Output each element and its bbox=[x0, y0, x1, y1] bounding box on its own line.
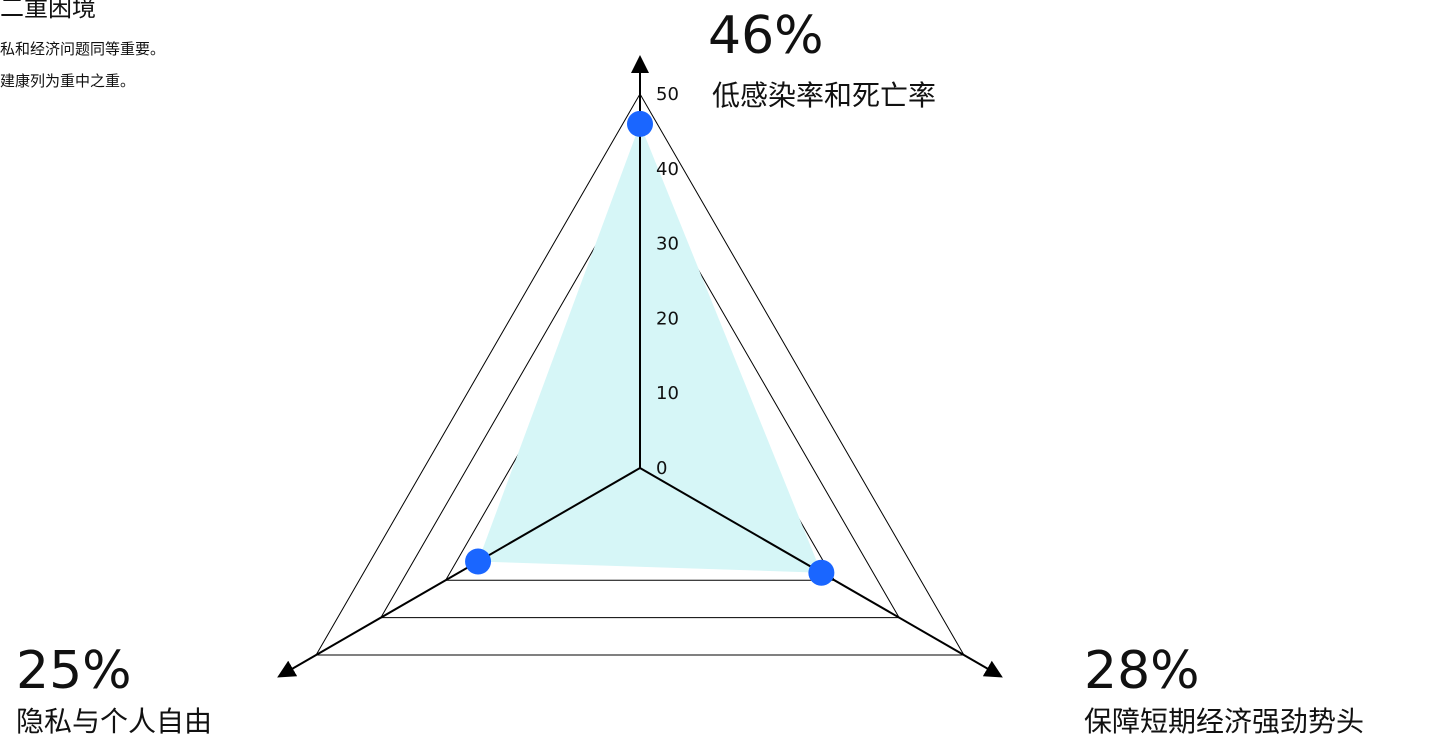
data-point-2 bbox=[465, 548, 492, 575]
data-point-1 bbox=[808, 559, 835, 586]
data-point-0 bbox=[627, 110, 653, 137]
grid-ring-50 bbox=[315, 92, 965, 656]
point-layer bbox=[465, 110, 835, 586]
corner-text-line-2: 建康列为重中之重。 bbox=[0, 72, 136, 90]
value-label-right: 28% bbox=[1084, 641, 1200, 701]
data-area bbox=[478, 123, 822, 573]
tick-label-30: 30 bbox=[656, 234, 679, 255]
axis-label-left: 隐私与个人自由 bbox=[16, 705, 213, 738]
tick-label-40: 40 bbox=[656, 159, 679, 180]
value-label-top: 46% bbox=[708, 6, 824, 66]
tick-label-0: 0 bbox=[656, 458, 667, 479]
corner-text-line-1: 私和经济问题同等重要。 bbox=[0, 40, 166, 58]
tick-label-50: 50 bbox=[656, 84, 679, 105]
corner-title: 二重困境 bbox=[0, 0, 96, 22]
tick-layer: 0 10 20 30 40 50 bbox=[656, 84, 679, 479]
value-label-left: 25% bbox=[16, 641, 132, 701]
area-layer bbox=[478, 123, 822, 573]
axis-label-top: 低感染率和死亡率 bbox=[712, 79, 937, 112]
grid-ring-40 bbox=[380, 167, 900, 619]
axis-layer bbox=[277, 55, 1003, 678]
axis-label-right: 保障短期经济强劲势头 bbox=[1084, 705, 1365, 738]
tick-label-20: 20 bbox=[656, 308, 679, 329]
tick-label-10: 10 bbox=[656, 383, 679, 404]
axis-line-2 bbox=[277, 467, 641, 678]
